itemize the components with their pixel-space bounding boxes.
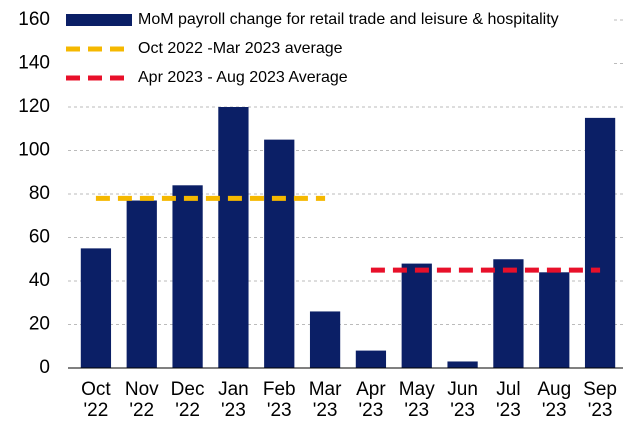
- x-tick-label: Mar '23: [308, 379, 342, 421]
- x-tick-label: Oct '22: [81, 379, 111, 421]
- x-tick-label: Feb '23: [262, 379, 296, 421]
- x-tick-label: Nov '22: [124, 379, 159, 421]
- x-tick-label: May '23: [398, 379, 435, 421]
- y-tick-label: 40: [29, 270, 50, 291]
- bar: [172, 185, 203, 368]
- legend-swatch: [66, 14, 132, 26]
- x-tick-label: Dec '22: [170, 379, 205, 421]
- bar: [539, 272, 570, 368]
- y-tick-label: 80: [29, 183, 50, 204]
- x-tick-label: Aug '23: [537, 379, 572, 421]
- bar: [80, 248, 112, 368]
- legend-label: Apr 2023 - Aug 2023 Average: [138, 69, 348, 86]
- bar: [355, 350, 387, 368]
- x-tick-label: Sep '23: [583, 379, 617, 421]
- legend-box: [60, 6, 612, 96]
- bar: [264, 139, 295, 368]
- x-tick-label: Jul '23: [496, 379, 521, 421]
- y-tick-label: 20: [29, 314, 50, 335]
- x-tick-label: Jun '23: [447, 379, 478, 421]
- y-tick-label: 140: [18, 53, 50, 74]
- y-tick-label: 100: [18, 140, 50, 161]
- bar: [309, 311, 341, 368]
- legend-label: MoM payroll change for retail trade and …: [138, 11, 559, 28]
- x-tick-label: Apr '23: [356, 379, 386, 421]
- y-tick-label: 0: [39, 357, 50, 378]
- bar: [401, 263, 432, 368]
- y-tick-label: 160: [18, 9, 50, 30]
- bar: [493, 259, 524, 368]
- bar: [584, 117, 616, 368]
- bar: [126, 200, 157, 368]
- x-tick-label: Jan '23: [218, 379, 249, 421]
- legend-label: Oct 2022 -Mar 2023 average: [138, 40, 343, 57]
- bar: [447, 361, 478, 368]
- bar: [218, 107, 249, 368]
- y-tick-label: 60: [29, 227, 50, 248]
- y-tick-label: 120: [18, 96, 50, 117]
